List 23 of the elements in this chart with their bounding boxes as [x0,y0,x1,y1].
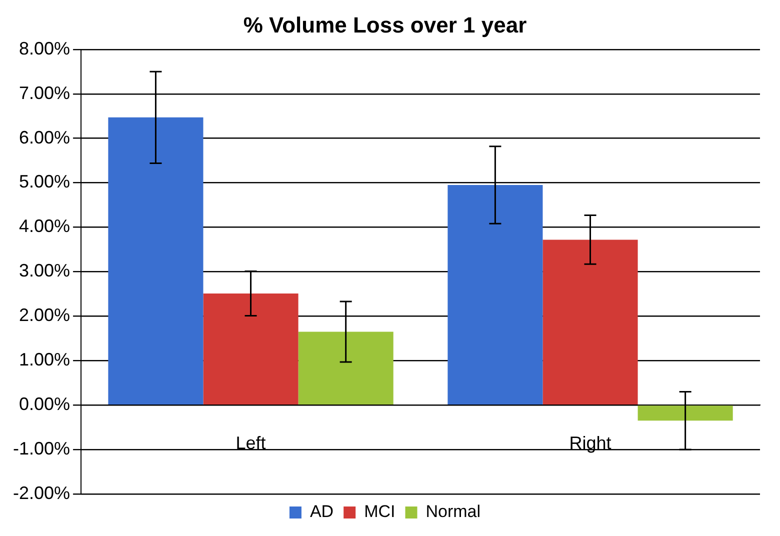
bar [448,185,543,404]
y-tick-label: 4.00% [18,216,70,236]
bar [203,293,298,404]
y-tick-label: 0.00% [18,394,70,414]
y-tick-label: 6.00% [18,127,70,148]
bar [108,117,204,404]
legend-label: Normal [426,502,481,522]
y-tick-label: 5.00% [18,172,70,192]
y-tick-label: -2.00% [12,482,70,503]
bar [638,406,733,421]
y-tick-label: 3.00% [18,260,70,281]
x-tick-label: Right [569,432,612,453]
chart-title: % Volume Loss over 1 year [243,12,528,38]
legend-label: AD [310,502,334,522]
y-tick-label: 2.00% [18,305,70,326]
y-tick-label: 1.00% [18,350,70,370]
y-tick-label: 8.00% [18,38,70,58]
y-tick-label: -1.00% [12,438,70,459]
bar [298,332,394,404]
bar [542,240,638,404]
legend-label: MCI [364,502,396,522]
x-tick-label: Left [236,432,266,453]
y-tick-label: 7.00% [18,82,70,103]
